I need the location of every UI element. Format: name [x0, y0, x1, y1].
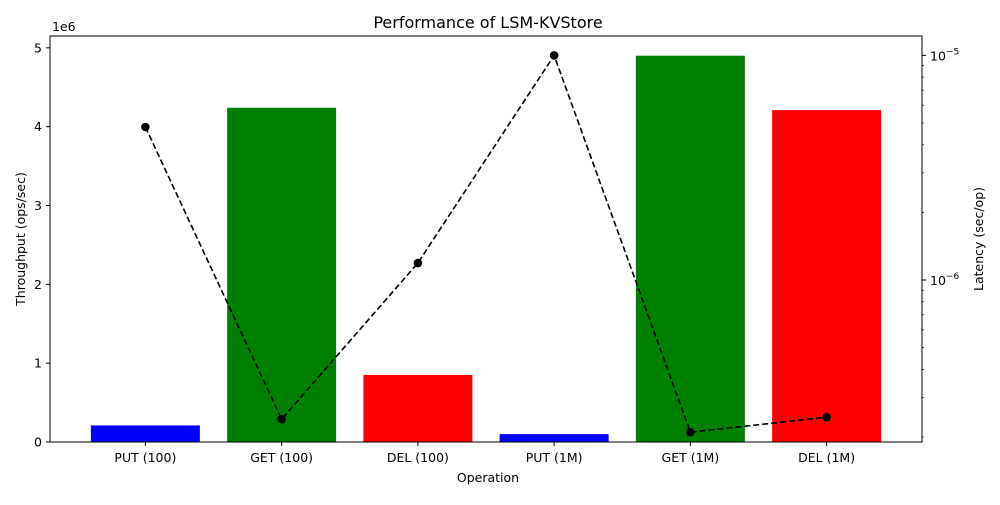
y-ticks-layer: 0 1 2 3 4 5 — [34, 40, 50, 449]
x-tick-label: DEL (1M) — [798, 450, 855, 465]
y2-tick-label-exponent: −5 — [946, 47, 959, 57]
y-offset-label: 1e6 — [52, 19, 76, 34]
latency-point-put-100 — [141, 123, 150, 132]
latency-point-del-1m — [822, 413, 831, 422]
bar-put-1m — [500, 434, 609, 442]
y2-tick-label-base: 10 — [930, 273, 946, 288]
x-ticks-layer: PUT (100) GET (100) DEL (100) PUT (1M) GET (… — [114, 442, 855, 465]
bar-del-1m — [772, 110, 881, 442]
x-tick-label: PUT (1M) — [526, 450, 583, 465]
bar-get-1m — [636, 56, 745, 442]
x-tick-label: DEL (100) — [387, 450, 449, 465]
y2-tick-label: 10−6 — [930, 272, 959, 288]
x-tick-label: PUT (100) — [114, 450, 176, 465]
chart-title: Performance of LSM-KVStore — [373, 13, 602, 32]
y2-tick-label-exponent: −6 — [946, 272, 960, 282]
bar-del-100 — [363, 375, 472, 442]
bar-get-100 — [227, 108, 336, 442]
y2-axis-label: Latency (sec/op) — [971, 187, 986, 291]
y2-ticks-layer: 10−610−5 — [922, 47, 959, 437]
y2-tick-label: 10−5 — [930, 47, 959, 63]
y-axis-label: Throughput (ops/sec) — [13, 172, 28, 307]
y-tick-label: 3 — [34, 198, 42, 213]
y2-tick-label-base: 10 — [930, 48, 946, 63]
latency-point-del-100 — [414, 259, 423, 268]
y-tick-label: 5 — [34, 40, 42, 55]
x-tick-label: GET (100) — [250, 450, 313, 465]
bar-put-100 — [91, 425, 200, 442]
latency-point-get-1m — [686, 428, 695, 437]
x-axis-label: Operation — [457, 470, 519, 485]
y-tick-label: 2 — [34, 277, 42, 292]
latency-point-get-100 — [277, 415, 286, 424]
y-tick-label: 1 — [34, 356, 42, 371]
y-tick-label: 4 — [34, 119, 42, 134]
bars-layer — [91, 56, 881, 442]
latency-point-put-1m — [550, 51, 559, 60]
y-tick-label: 0 — [34, 435, 42, 450]
x-tick-label: GET (1M) — [662, 450, 720, 465]
